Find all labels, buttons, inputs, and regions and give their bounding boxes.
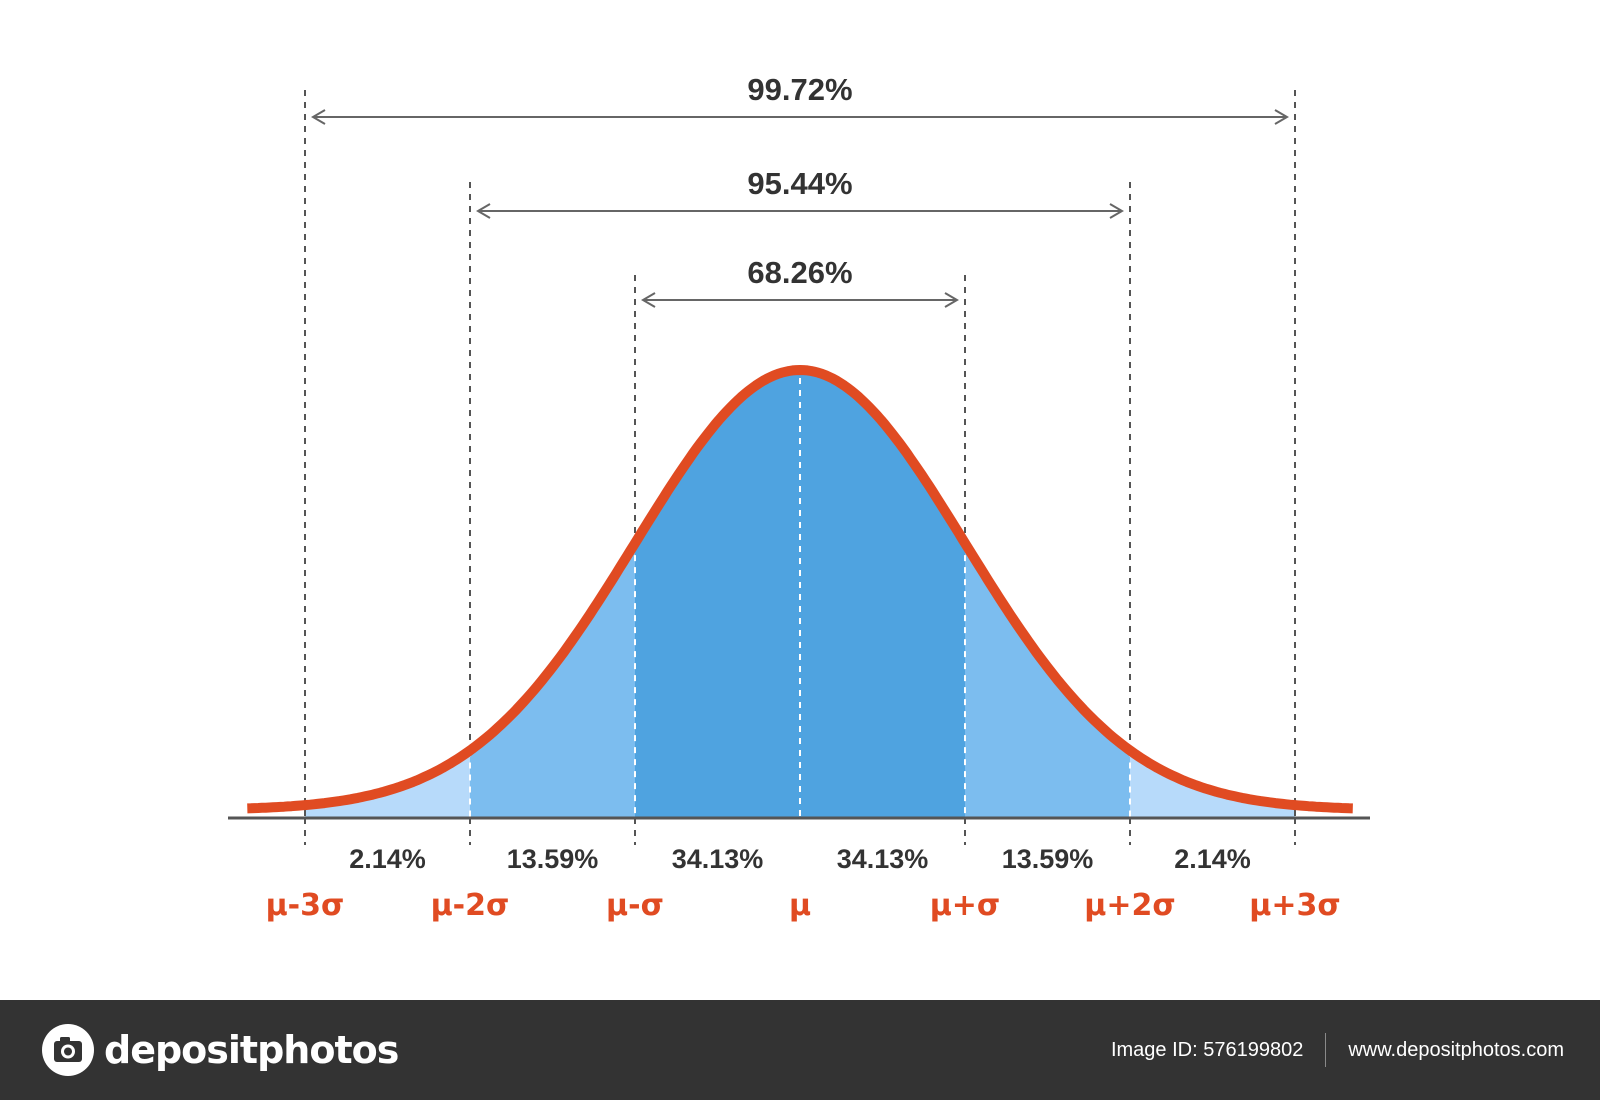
interval-label-2: 99.72%	[747, 72, 852, 107]
area-segment-3	[800, 370, 965, 818]
brand-logo[interactable]: depositphotos	[40, 1022, 399, 1078]
segment-label-0: 2.14%	[349, 844, 426, 874]
interval-arrow-head-right-0	[944, 292, 959, 308]
footer-bar: depositphotos Image ID: 576199802 www.de…	[0, 1000, 1600, 1100]
interval-arrow-head-left-1	[476, 203, 491, 219]
segment-label-5: 2.14%	[1174, 844, 1251, 874]
segment-label-1: 13.59%	[507, 844, 599, 874]
segment-label-4: 13.59%	[1002, 844, 1094, 874]
x-axis-labels: μ-3σ μ-2σ μ-σ μ μ+σ μ+2σ μ+3σ	[266, 888, 1341, 923]
image-id: Image ID: 576199802	[1110, 1038, 1304, 1061]
x-label-4: μ+σ	[930, 888, 1001, 923]
site-url[interactable]: www.depositphotos.com	[1348, 1038, 1564, 1061]
x-label-6: μ+3σ	[1249, 888, 1340, 923]
interval-label-0: 68.26%	[747, 255, 852, 290]
x-label-3: μ	[789, 888, 811, 923]
interval-arrow-head-right-2	[1274, 109, 1289, 125]
curve-group	[245, 365, 1355, 814]
x-label-5: μ+2σ	[1084, 888, 1175, 923]
x-label-1: μ-2σ	[431, 888, 510, 923]
camera-icon	[42, 1024, 94, 1076]
footer-info: Image ID: 576199802 www.depositphotos.co…	[1111, 1030, 1564, 1070]
interval-arrows: 68.26% 95.44% 99.72%	[311, 72, 1289, 308]
x-label-2: μ-σ	[606, 888, 664, 923]
interval-arrow-head-left-0	[641, 292, 656, 308]
interval-arrow-head-right-1	[1109, 203, 1124, 219]
area-segment-2	[635, 370, 800, 818]
segment-labels: 2.14% 13.59% 34.13% 34.13% 13.59% 2.14%	[349, 844, 1251, 874]
normal-distribution-chart: 68.26% 95.44% 99.72% 2.14% 13.59% 34.13% 34.1…	[228, 72, 1370, 923]
segment-label-3: 34.13%	[837, 844, 929, 874]
footer-divider	[1325, 1033, 1327, 1067]
segment-label-2: 34.13%	[672, 844, 764, 874]
distribution-curve	[245, 365, 1355, 814]
interval-arrow-head-left-2	[311, 109, 326, 125]
interval-label-1: 95.44%	[747, 166, 852, 201]
sigma-guide-lines	[304, 90, 1296, 845]
brand-name: depositphotos	[104, 1028, 399, 1072]
x-label-0: μ-3σ	[266, 888, 345, 923]
